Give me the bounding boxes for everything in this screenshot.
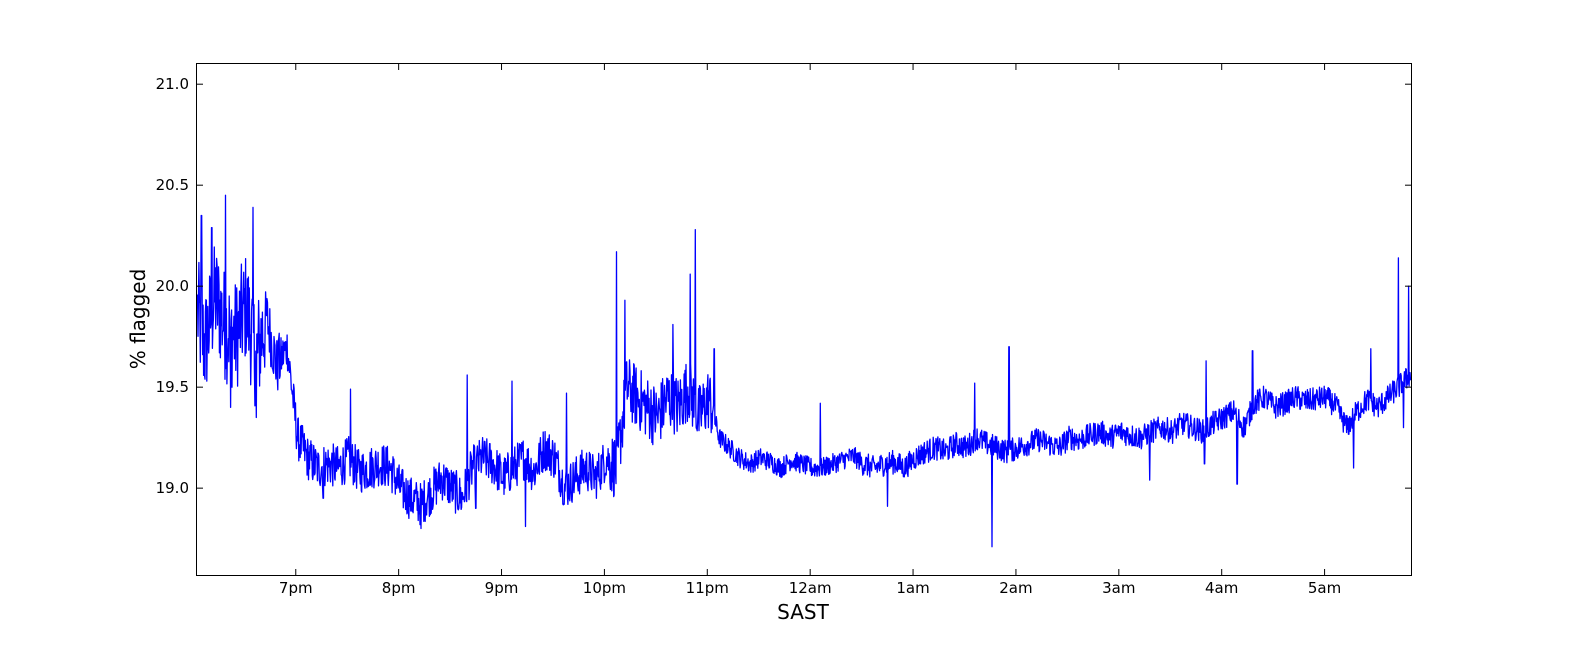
x-tick-label: 10pm — [583, 579, 626, 597]
x-tick-label: 9pm — [485, 579, 519, 597]
x-tick-label: 11pm — [686, 579, 729, 597]
y-axis-label: % flagged — [126, 269, 150, 370]
y-tick-label: 20.5 — [156, 176, 189, 194]
x-tick-label: 1am — [896, 579, 929, 597]
x-tick-label: 8pm — [382, 579, 416, 597]
x-ticks: 7pm 8pm 9pm 10pm 11pm 12am 1am 2am 3am 4am 5am — [279, 64, 1341, 597]
y-tick-label: 21.0 — [156, 75, 189, 93]
plot-frame — [196, 63, 1412, 576]
x-tick-label: 4am — [1205, 579, 1238, 597]
y-tick-label: 19.0 — [156, 479, 189, 497]
x-tick-label: 7pm — [279, 579, 313, 597]
series-line — [196, 194, 1412, 548]
plot-layer — [196, 194, 1412, 548]
x-tick-label: 3am — [1102, 579, 1135, 597]
x-axis-label: SAST — [777, 600, 829, 624]
x-tick-label: 2am — [999, 579, 1032, 597]
y-tick-label: 19.5 — [156, 378, 189, 396]
x-tick-label: 5am — [1308, 579, 1341, 597]
y-ticks: 19.0 19.5 20.0 20.5 21.0 — [156, 75, 1411, 497]
x-tick-label: 12am — [789, 579, 832, 597]
y-tick-label: 20.0 — [156, 277, 189, 295]
